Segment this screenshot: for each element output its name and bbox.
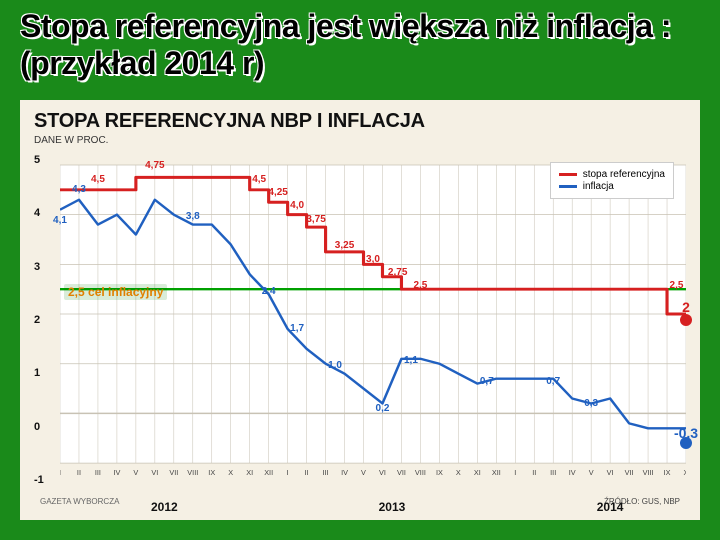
y-tick-label: 1 xyxy=(34,367,40,379)
svg-text:X: X xyxy=(228,469,233,477)
svg-text:VII: VII xyxy=(169,469,178,477)
svg-text:IX: IX xyxy=(208,469,215,477)
svg-text:VIII: VIII xyxy=(187,469,198,477)
value-label: 3,0 xyxy=(366,254,380,265)
svg-text:I: I xyxy=(514,469,516,477)
svg-text:X: X xyxy=(456,469,461,477)
end-marker xyxy=(680,437,692,449)
value-label: 2,5 xyxy=(413,280,427,291)
legend-item: stopa referencyjna xyxy=(559,169,665,180)
value-label: 4,75 xyxy=(145,160,164,171)
legend-swatch xyxy=(559,173,577,176)
inflation-target-label: 2,5 cel inflacyjny xyxy=(64,284,167,300)
svg-text:XI: XI xyxy=(246,469,253,477)
svg-text:I: I xyxy=(60,469,61,477)
end-marker xyxy=(680,314,692,326)
svg-text:V: V xyxy=(133,469,138,477)
value-label: 0,7 xyxy=(546,376,560,387)
svg-text:IX: IX xyxy=(664,469,671,477)
y-tick-label: 5 xyxy=(34,154,40,166)
svg-text:VIII: VIII xyxy=(643,469,654,477)
value-label: 3,25 xyxy=(335,240,354,251)
year-label: 2014 xyxy=(597,500,624,514)
svg-text:XII: XII xyxy=(264,469,273,477)
slide-title: Stopa referencyjna jest większa niż infl… xyxy=(20,8,700,82)
y-tick-label: 0 xyxy=(34,421,40,433)
legend-label: inflacja xyxy=(583,181,614,192)
value-label: 3,8 xyxy=(186,211,200,222)
svg-text:VII: VII xyxy=(397,469,406,477)
svg-text:II: II xyxy=(532,469,536,477)
legend-label: stopa referencyjna xyxy=(583,169,665,180)
svg-text:IV: IV xyxy=(341,469,348,477)
svg-text:VI: VI xyxy=(151,469,158,477)
svg-text:V: V xyxy=(361,469,366,477)
year-label: 2013 xyxy=(379,500,406,514)
value-label: 0,7 xyxy=(480,376,494,387)
svg-text:VI: VI xyxy=(607,469,614,477)
value-label: 1,1 xyxy=(404,355,418,366)
value-label: 0,3 xyxy=(584,398,598,409)
year-label: 2012 xyxy=(151,500,178,514)
svg-text:IV: IV xyxy=(113,469,120,477)
svg-text:XI: XI xyxy=(474,469,481,477)
value-label: 4,3 xyxy=(72,184,86,195)
chart-title: STOPA REFERENCYJNA NBP I INFLACJA xyxy=(34,110,686,133)
source-left: GAZETA WYBORCZA xyxy=(40,497,119,506)
svg-text:VI: VI xyxy=(379,469,386,477)
chart-subtitle: DANE W PROC. xyxy=(34,135,686,146)
value-label: 1,7 xyxy=(290,323,304,334)
value-label: 2,75 xyxy=(388,267,407,278)
svg-text:III: III xyxy=(550,469,556,477)
chart-svg: IIIIIIIVVVIVIIVIIIIXXXIXIIIIIIIIIVVVIVII… xyxy=(60,160,686,480)
value-label: 2 xyxy=(682,299,690,315)
y-tick-label: -1 xyxy=(34,474,44,486)
svg-text:XII: XII xyxy=(492,469,501,477)
value-label: 3,75 xyxy=(306,214,325,225)
svg-text:VII: VII xyxy=(625,469,634,477)
legend-swatch xyxy=(559,185,577,188)
value-label: 4,5 xyxy=(252,174,266,185)
svg-text:I: I xyxy=(287,469,289,477)
svg-text:III: III xyxy=(95,469,101,477)
value-label: 4,0 xyxy=(290,200,304,211)
plot-area: IIIIIIIVVVIVIIVIIIIXXXIXIIIIIIIIIVVVIVII… xyxy=(60,160,686,480)
legend-item: inflacja xyxy=(559,181,665,192)
y-tick-label: 2 xyxy=(34,314,40,326)
value-label: 4,5 xyxy=(91,174,105,185)
svg-text:II: II xyxy=(77,469,81,477)
y-tick-label: 4 xyxy=(34,207,40,219)
svg-text:IV: IV xyxy=(569,469,576,477)
value-label: 2,5 xyxy=(670,280,684,291)
chart-container: STOPA REFERENCYJNA NBP I INFLACJA DANE W… xyxy=(20,100,700,520)
svg-text:II: II xyxy=(305,469,309,477)
svg-text:III: III xyxy=(323,469,329,477)
svg-text:IX: IX xyxy=(436,469,443,477)
svg-text:V: V xyxy=(589,469,594,477)
value-label: 0,2 xyxy=(376,403,390,414)
y-tick-label: 3 xyxy=(34,261,40,273)
svg-text:X: X xyxy=(684,469,686,477)
legend: stopa referencyjna inflacja xyxy=(550,162,674,199)
value-label: 4,25 xyxy=(268,187,287,198)
svg-text:VIII: VIII xyxy=(415,469,426,477)
value-label: 1,0 xyxy=(328,360,342,371)
value-label: 4,1 xyxy=(53,215,67,226)
value-label: 2,4 xyxy=(262,286,276,297)
